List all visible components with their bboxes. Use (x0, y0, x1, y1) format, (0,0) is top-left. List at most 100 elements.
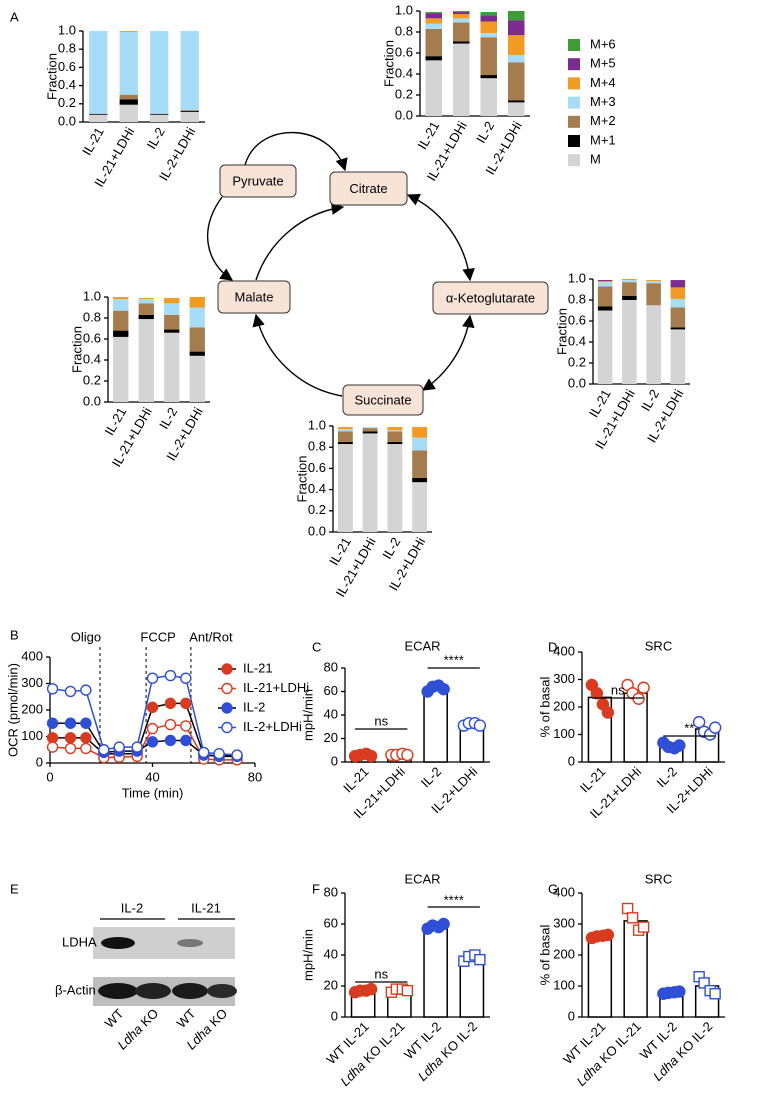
data-point (626, 912, 639, 924)
bar-segment (387, 441, 403, 445)
bar-segment (425, 56, 442, 61)
data-point (46, 717, 59, 729)
y-tick-label: 0.0 (308, 523, 326, 538)
legend-label: M+1 (590, 132, 616, 147)
data-point (46, 683, 59, 695)
node-label: α-Ketoglutarate (446, 290, 535, 305)
bar (587, 936, 613, 1018)
y-axis-label: Fraction (69, 326, 84, 373)
y-axis-label: Fraction (381, 40, 396, 87)
bar-segment (412, 427, 428, 438)
bar-segment (150, 31, 169, 114)
blot-band (172, 983, 208, 999)
legend-swatch (568, 154, 580, 167)
y-tick-label: 0.2 (308, 502, 326, 517)
bar-segment (138, 299, 154, 304)
data-point (164, 697, 177, 710)
x-tick-label: IL-21 (577, 764, 609, 796)
y-tick-label: 300 (553, 671, 575, 686)
x-tick-label: IL-2 (156, 405, 180, 432)
bar-segment (453, 14, 470, 19)
bar-segment (189, 351, 205, 356)
data-point (692, 715, 706, 729)
bar-segment (119, 104, 138, 122)
y-tick-label: 0.8 (395, 23, 413, 38)
bar-segment (597, 310, 613, 384)
data-point (180, 672, 192, 684)
x-tick-label: IL-2 (473, 119, 497, 146)
y-tick-label: 0 (568, 1008, 575, 1023)
y-tick-label: 0.4 (395, 65, 413, 80)
y-axis-label: OCR (pmol/min) (5, 663, 20, 757)
blot-band (101, 937, 135, 949)
y-tick-label: 100 (553, 726, 575, 741)
y-tick-label: 0.8 (83, 309, 101, 324)
y-tick-label: 0.0 (58, 113, 76, 128)
bar (423, 926, 448, 1018)
y-tick-label: 300 (553, 915, 575, 930)
bar-segment (453, 12, 470, 15)
bar-segment (508, 100, 525, 103)
bar-segment (453, 18, 470, 23)
bar-segment (480, 37, 497, 76)
x-tick-label: IL-2 (144, 125, 168, 152)
data-point (180, 734, 192, 747)
data-point (164, 718, 177, 731)
chart-title: SRC (645, 871, 672, 886)
legend-marker (221, 663, 233, 675)
bar-segment (670, 287, 686, 299)
pathway-node (217, 280, 291, 314)
y-tick-label: 20 (324, 977, 338, 992)
annotation: FCCP (140, 629, 175, 644)
bar-segment (480, 78, 497, 116)
bar-segment (164, 332, 180, 402)
data-point (601, 928, 615, 942)
data-point (473, 719, 487, 732)
bar-segment (150, 113, 169, 115)
data-point (164, 734, 177, 747)
data-point (46, 741, 59, 753)
data-point (64, 685, 77, 698)
data-point (64, 717, 77, 729)
bar-segment (138, 314, 154, 320)
data-point (164, 669, 177, 682)
pathway-node (219, 164, 297, 198)
chart-title: ECAR (404, 871, 440, 886)
y-tick-label: 20 (324, 730, 338, 745)
y-tick-label: 0.8 (568, 291, 586, 306)
legend-swatch (568, 39, 580, 51)
bar-segment (113, 336, 129, 402)
node-label: Citrate (349, 181, 387, 196)
bar-segment (508, 102, 525, 116)
data-point (80, 684, 92, 696)
bar-segment (119, 31, 138, 95)
significance-label: **** (444, 652, 464, 667)
y-tick-label: 80 (324, 659, 338, 674)
legend-swatch (568, 115, 580, 128)
x-tick-label: Ldha KO IL-21 (338, 1019, 408, 1089)
y-tick-label: 0.0 (83, 393, 101, 408)
y-tick-label: 0.6 (58, 59, 76, 74)
y-tick-label: 40 (324, 946, 338, 961)
pathway-node (342, 384, 424, 416)
y-tick-label: 40 (324, 706, 338, 721)
bar-segment (387, 444, 403, 532)
y-axis-label: Fraction (44, 53, 59, 100)
bar-segment (337, 427, 353, 430)
bar-segment (337, 444, 353, 532)
data-point (632, 692, 645, 705)
bar-segment (597, 281, 613, 283)
arrow (207, 196, 234, 281)
bar-segment (425, 28, 442, 57)
x-tick-label: IL-2 (418, 764, 444, 790)
legend-swatch (568, 58, 580, 71)
y-tick-label: 0.4 (58, 77, 76, 92)
legend-label: IL-21+LDHi (243, 680, 309, 695)
x-tick-label: IL-2 (638, 387, 662, 414)
bar-segment (119, 94, 138, 100)
panel-label: E (10, 881, 19, 896)
y-tick-label: 0.2 (58, 95, 76, 110)
bar-segment (180, 31, 199, 111)
data-point (401, 748, 414, 762)
bar-segment (337, 441, 353, 445)
